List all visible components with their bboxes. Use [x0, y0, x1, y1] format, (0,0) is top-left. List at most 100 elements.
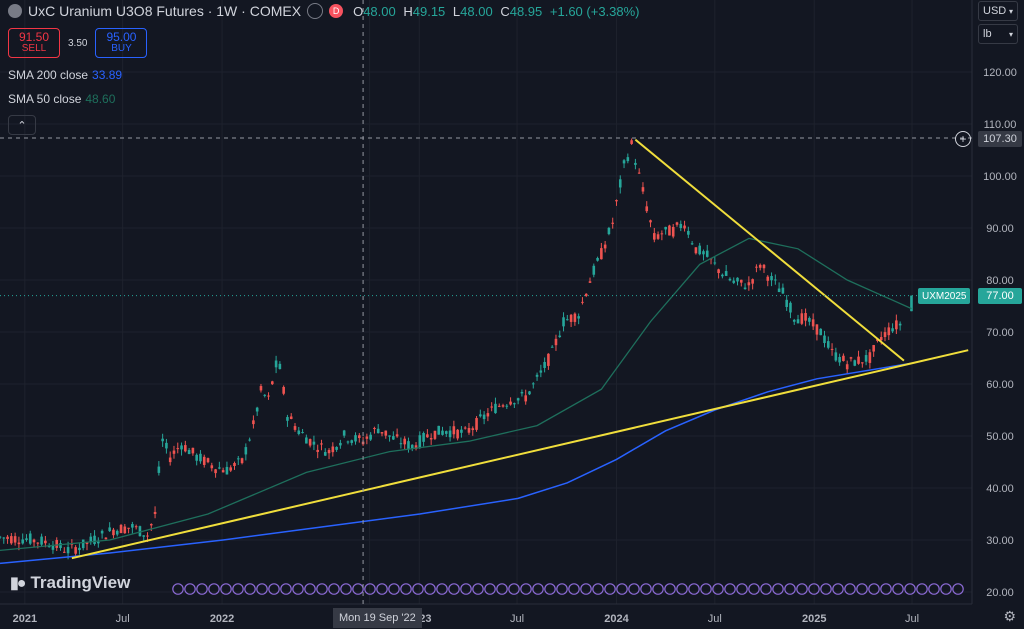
candle-body — [675, 222, 679, 225]
event-marker-icon — [328, 583, 340, 595]
candle-body — [490, 406, 493, 408]
last-candle-body — [910, 295, 913, 312]
candle-body — [0, 536, 2, 538]
candle-body — [789, 302, 792, 313]
candle-body — [550, 346, 554, 348]
event-marker-icon — [436, 583, 448, 595]
event-marker-icon — [352, 583, 364, 595]
candle-body — [301, 432, 304, 434]
sma200-line — [0, 362, 912, 565]
candle-body — [62, 551, 66, 553]
candle-body — [392, 436, 395, 440]
candle-body — [513, 403, 516, 405]
y-tick-label: 70.00 — [986, 327, 1014, 339]
candle-body — [316, 449, 319, 452]
candle-body — [456, 429, 459, 439]
candle-body — [671, 226, 675, 237]
candle-body — [47, 546, 51, 548]
candle-body — [762, 264, 766, 269]
candle-body — [6, 536, 9, 539]
event-marker-icon — [580, 583, 592, 595]
candle-body — [486, 413, 490, 417]
candle-body — [429, 437, 433, 440]
event-marker-icon — [280, 583, 292, 595]
candle-body — [115, 530, 119, 535]
event-marker-icon — [472, 583, 484, 595]
candle-body — [32, 539, 36, 543]
candle-body — [615, 200, 618, 202]
candle-body — [229, 467, 233, 471]
candle-body — [626, 157, 630, 162]
candle-body — [838, 356, 841, 363]
sma50-line — [0, 237, 912, 552]
unit-select[interactable]: lb ▾ — [978, 24, 1018, 44]
candle-body — [441, 430, 444, 435]
collapse-indicators-button[interactable]: ⌃ — [8, 115, 36, 135]
candle-body — [108, 527, 111, 532]
event-marker-icon — [712, 583, 724, 595]
spread-value: 3.50 — [68, 37, 88, 49]
candle-body — [577, 316, 580, 319]
candle-body — [225, 466, 229, 475]
event-marker-icon — [832, 583, 844, 595]
candle-body — [649, 220, 652, 223]
candle-body — [845, 364, 849, 370]
candle-body — [705, 250, 709, 257]
candle-body — [887, 327, 891, 336]
candle-body — [414, 445, 418, 449]
currency-select[interactable]: USD ▾ — [978, 1, 1018, 21]
add-alert-plus-icon[interactable]: + — [955, 131, 971, 147]
dividend-badge[interactable]: D — [329, 4, 344, 18]
event-marker-icon — [376, 583, 388, 595]
buy-button[interactable]: 95.00 BUY — [95, 28, 148, 58]
candle-body — [728, 278, 732, 281]
event-marker-icon — [856, 583, 868, 595]
sell-button[interactable]: 91.50 SELL — [8, 28, 60, 58]
candle-body — [25, 538, 28, 540]
candle-body — [380, 432, 384, 434]
indicator-sma200[interactable]: SMA 200 close 33.89 — [8, 68, 123, 82]
candle-body — [547, 353, 550, 366]
event-marker-icon — [184, 583, 196, 595]
event-marker-icon — [796, 583, 808, 595]
candle-body — [562, 317, 565, 327]
candle-body — [739, 279, 743, 283]
candle-body — [834, 352, 838, 361]
candle-body — [637, 172, 641, 174]
candle-body — [244, 447, 248, 455]
candle-body — [202, 456, 206, 465]
candle-body — [463, 427, 467, 429]
candle-body — [774, 279, 777, 281]
candle-body — [339, 442, 342, 446]
candle-body — [119, 524, 123, 534]
candle-body — [826, 341, 830, 348]
candle-body — [240, 458, 244, 464]
symbol-title[interactable]: UxC Uranium U3O8 Futures · 1W · COMEX — [28, 3, 302, 19]
candle-body — [732, 280, 736, 283]
event-marker-icon — [592, 583, 604, 595]
indicator-sma50[interactable]: SMA 50 close 48.60 — [8, 92, 116, 106]
candle-body — [603, 244, 607, 249]
candle-body — [520, 391, 524, 394]
candle-body — [153, 511, 157, 515]
candle-body — [702, 251, 705, 255]
candle-body — [168, 457, 172, 463]
event-marker-icon — [220, 583, 232, 595]
candle-body — [134, 526, 138, 528]
settings-gear-icon[interactable]: ⚙ — [1003, 608, 1016, 624]
candle-body — [717, 269, 720, 274]
candle-body — [422, 433, 425, 442]
candle-body — [509, 401, 512, 405]
candle-body — [199, 453, 202, 462]
candle-body — [365, 436, 369, 439]
candle-body — [426, 434, 429, 438]
event-marker-icon — [484, 583, 496, 595]
alert-dot-icon[interactable] — [307, 3, 324, 19]
candle-body — [395, 434, 399, 437]
event-marker-icon — [196, 583, 208, 595]
candle-body — [308, 439, 312, 446]
x-tick-label: Jul — [708, 613, 722, 625]
x-tick-label: 2021 — [13, 613, 37, 625]
